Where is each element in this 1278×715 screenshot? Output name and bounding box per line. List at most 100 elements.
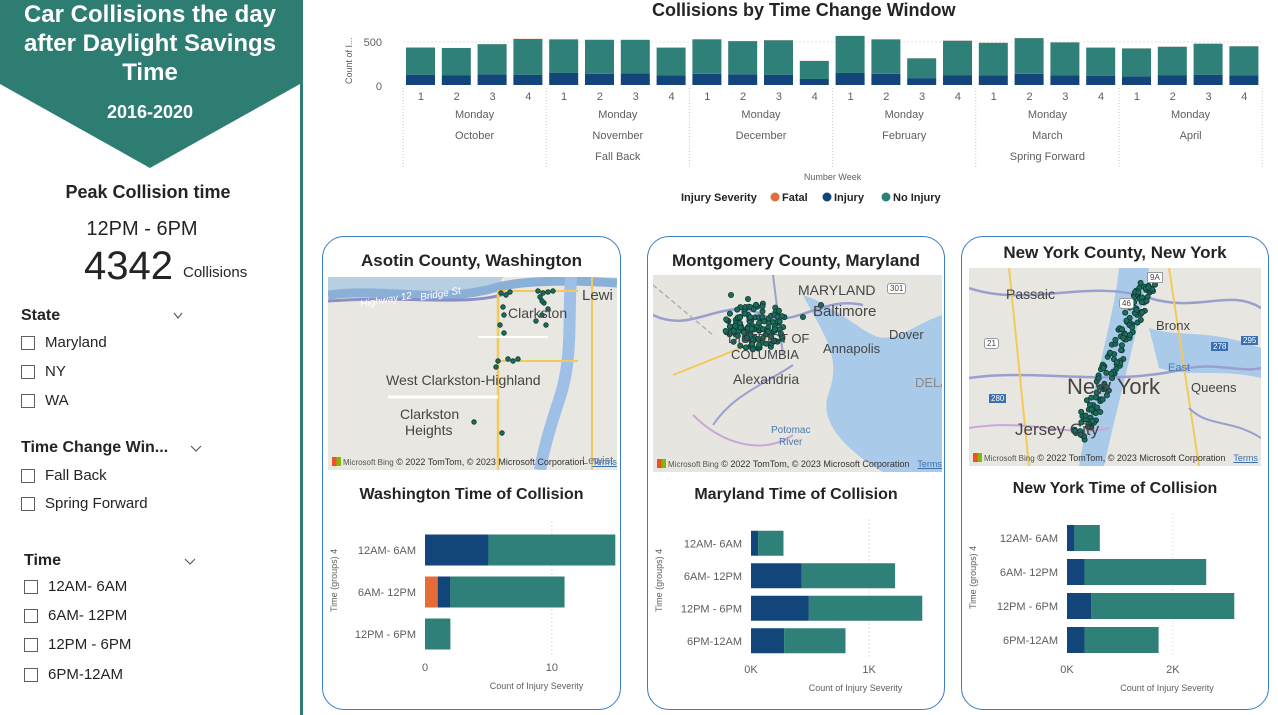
window-slicer-chevron-down-icon[interactable] [190, 444, 202, 454]
bar-segment [728, 74, 758, 85]
window-option-spring-forward[interactable]: Spring Forward [21, 495, 148, 512]
checkbox-icon[interactable] [21, 496, 35, 511]
state-option-ny[interactable]: NY [21, 363, 66, 380]
maryland-card: Montgomery County, Maryland MARYLAND Bal… [647, 236, 945, 710]
y-axis-title: Time (groups) 4 [654, 549, 664, 612]
x-tick-label: March [1032, 130, 1063, 142]
bar-segment [692, 73, 722, 85]
y-tick-label: 6AM- 12PM [684, 571, 742, 583]
map-terms-link[interactable]: Terms [592, 457, 617, 467]
collision-point [540, 290, 546, 296]
bar-segment [1086, 75, 1116, 85]
bar-segment [1014, 38, 1044, 74]
collision-point [1143, 297, 1150, 304]
map-label: East [1168, 362, 1191, 374]
collision-point [734, 332, 741, 339]
bar-segment [1157, 75, 1187, 85]
checkbox-icon[interactable] [21, 468, 35, 483]
collision-point [1123, 317, 1130, 324]
legend-label: Injury [834, 192, 865, 204]
peak-collision-unit: Collisions [183, 264, 248, 281]
collision-point [1134, 319, 1141, 326]
time-option-12am-6am[interactable]: 12AM- 6AM [24, 578, 127, 595]
map-attribution: Microsoft Bing © 2022 TomTom, © 2023 Mic… [332, 457, 617, 467]
bar-segment [425, 618, 451, 650]
y-axis-title: Time (groups) 4 [329, 549, 339, 612]
time-option-6pm-12am[interactable]: 6PM-12AM [24, 666, 123, 683]
bar-segment [620, 73, 650, 85]
bar-segment [751, 595, 809, 621]
y-axis-title: Count of I... [344, 37, 354, 84]
washington-bar-chart[interactable]: Time (groups) 4 0 10 12AM- 6AM 6AM- 12PM 12PM… [323, 517, 620, 707]
newyork-card-title: New York County, New York [1003, 243, 1227, 262]
collision-point [771, 326, 778, 333]
collision-point [765, 328, 772, 335]
collision-point [535, 288, 541, 294]
collision-point [763, 340, 770, 347]
route-shield-icon: 46 [1119, 298, 1134, 309]
y-tick-label: 6AM- 12PM [358, 587, 416, 599]
bar-segment [549, 39, 579, 73]
newyork-bar-chart[interactable]: Time (groups) 4 0K 2K 12AM- 6AM 6AM- 12PM 12P… [962, 511, 1268, 707]
x-tick-label: Monday [455, 109, 495, 121]
checkbox-icon[interactable] [21, 364, 35, 379]
checkbox-icon[interactable] [24, 667, 38, 682]
x-tick-label: 1 [1134, 91, 1140, 103]
checkbox-icon[interactable] [21, 335, 35, 350]
collision-point [471, 419, 477, 425]
collision-point [550, 288, 556, 294]
bar-segment [1084, 559, 1207, 585]
checkbox-icon[interactable] [24, 637, 38, 652]
bar-segment [784, 628, 846, 654]
collision-point [745, 295, 752, 302]
checkbox-icon[interactable] [21, 393, 35, 408]
collision-point [1082, 412, 1089, 419]
route-shield-icon: 21 [984, 338, 999, 349]
y-tick-label: 6PM-12AM [1003, 635, 1058, 647]
collision-point [770, 337, 777, 344]
bar-segment [1067, 525, 1075, 551]
bar-segment [764, 40, 793, 75]
sidebar: Car Collisions the day after Daylight Sa… [0, 0, 300, 715]
washington-bar-title: Washington Time of Collision [359, 486, 584, 503]
checkbox-icon[interactable] [24, 579, 38, 594]
maryland-bar-chart[interactable]: Time (groups) 4 0K 1K 12AM- 6AM 6AM- 12PM 12P… [648, 517, 944, 707]
x-tick-label: 10 [546, 662, 558, 674]
collision-point [741, 310, 748, 317]
collisions-by-window-chart[interactable]: Count of I... 500 0 1 2 3 4 Monday October 1 2 3 4 Mo… [320, 22, 1275, 212]
time-option-12pm-6pm[interactable]: 12PM - 6PM [24, 636, 131, 653]
state-option-maryland[interactable]: Maryland [21, 334, 107, 351]
window-option-fall-back[interactable]: Fall Back [21, 467, 107, 484]
washington-map-canvas [328, 277, 617, 470]
time-option-6am-12pm[interactable]: 6AM- 12PM [24, 607, 127, 624]
time-slicer-chevron-down-icon[interactable] [184, 557, 196, 567]
collision-point [1099, 396, 1106, 403]
bar-segment [585, 39, 614, 74]
collision-point [1137, 279, 1144, 286]
bar-segment [437, 576, 451, 608]
bar-segment [425, 534, 489, 566]
map-terms-link[interactable]: Terms [917, 459, 942, 469]
y-tick-label: 6AM- 12PM [1000, 567, 1058, 579]
collision-point [503, 292, 509, 298]
collision-point [1112, 336, 1119, 343]
maryland-map[interactable]: MARYLAND Baltimore DISTRICT OF COLUMBIA … [653, 275, 942, 472]
bar-segment [513, 38, 543, 75]
state-option-wa[interactable]: WA [21, 392, 69, 409]
collision-point [726, 310, 733, 317]
bar-segment [1229, 46, 1259, 76]
collision-point [737, 314, 744, 321]
checkbox-icon[interactable] [24, 608, 38, 623]
collision-point [495, 358, 501, 364]
collision-point [747, 331, 754, 338]
x-tick-label: 4 [812, 91, 818, 103]
collision-point [500, 304, 506, 310]
map-label: DISTRICT OF [728, 331, 810, 346]
state-slicer-chevron-down-icon[interactable] [173, 311, 183, 321]
y-tick-label: 12AM- 6AM [684, 538, 742, 550]
washington-map[interactable]: Lewi Clarkston West Clarkston-Highland C… [328, 277, 617, 470]
newyork-map[interactable]: Passaic Bronx New York Jersey City Queen… [969, 268, 1261, 466]
map-terms-link[interactable]: Terms [1233, 453, 1258, 463]
map-label: Heights [405, 422, 453, 438]
collision-point [1083, 397, 1090, 404]
